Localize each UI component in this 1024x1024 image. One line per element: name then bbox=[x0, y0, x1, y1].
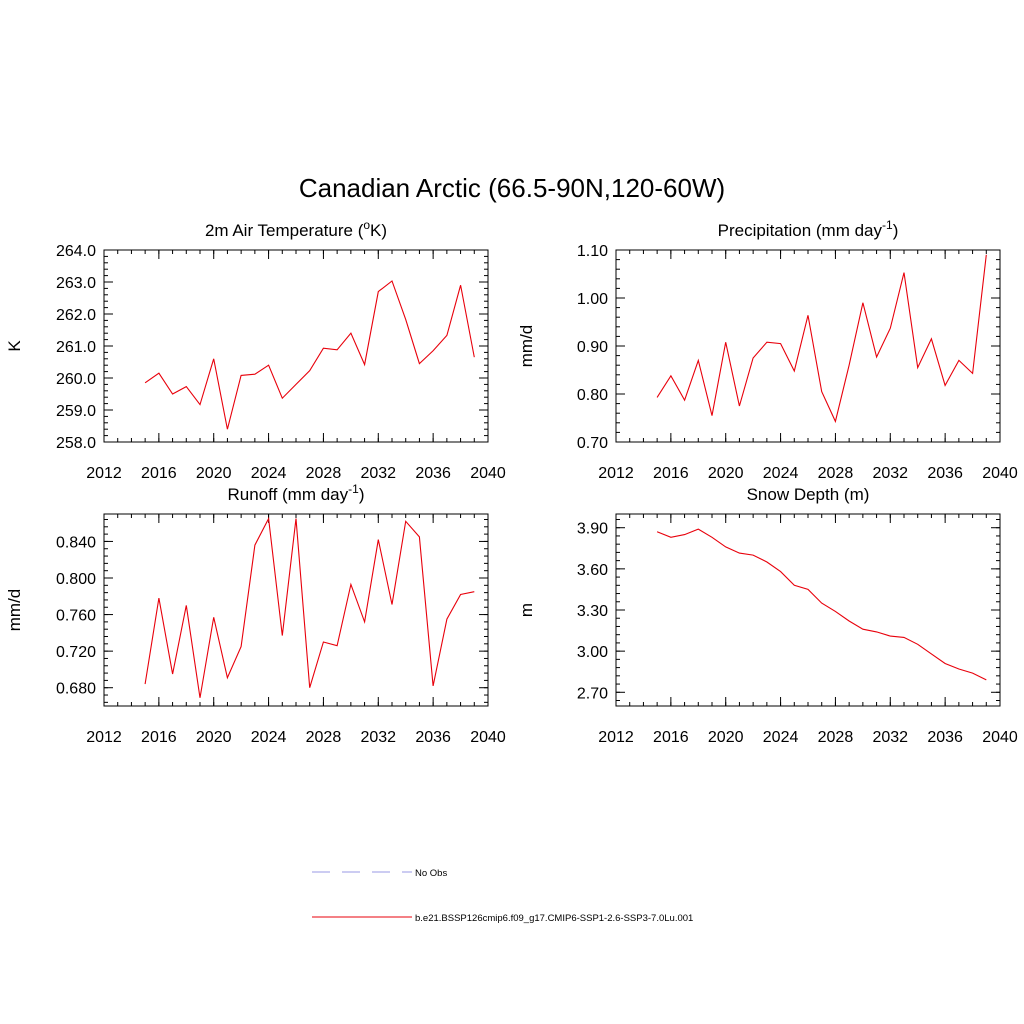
y-tick-label: 0.720 bbox=[56, 644, 96, 661]
x-tick-label: 2020 bbox=[196, 465, 232, 482]
series-line bbox=[144, 280, 475, 430]
y-axis-label: m bbox=[517, 603, 536, 617]
y-tick-label: 1.10 bbox=[577, 243, 608, 260]
y-tick-label: 0.800 bbox=[56, 571, 96, 588]
x-tick-label: 2016 bbox=[141, 729, 177, 746]
y-tick-label: 263.0 bbox=[56, 275, 96, 292]
y-tick-label: 3.30 bbox=[577, 603, 608, 620]
series-line bbox=[144, 516, 475, 698]
x-tick-label: 2028 bbox=[306, 729, 342, 746]
y-tick-label: 260.0 bbox=[56, 371, 96, 388]
x-tick-label: 2016 bbox=[141, 465, 177, 482]
x-tick-label: 2032 bbox=[872, 465, 908, 482]
y-tick-label: 0.760 bbox=[56, 608, 96, 625]
y-tick-label: 0.680 bbox=[56, 681, 96, 698]
x-tick-label: 2040 bbox=[982, 729, 1018, 746]
y-tick-label: 3.00 bbox=[577, 644, 608, 661]
legend: No Obs b.e21.BSSP126cmip6.f09_g17.CMIP6-S… bbox=[312, 868, 693, 924]
x-tick-label: 2028 bbox=[818, 729, 854, 746]
x-tick-label: 2036 bbox=[415, 729, 451, 746]
x-tick-label: 2012 bbox=[86, 729, 122, 746]
chart-panel-2: Precipitation (mm day-1) mm/d 2012 2016 2020… bbox=[517, 218, 1018, 482]
series-line bbox=[656, 528, 987, 681]
y-tick-label: 259.0 bbox=[56, 403, 96, 420]
x-tick-label: 2036 bbox=[927, 465, 963, 482]
x-tick-label: 2040 bbox=[982, 465, 1018, 482]
y-tick-label: 3.90 bbox=[577, 521, 608, 538]
y-tick-label: 0.70 bbox=[577, 435, 608, 452]
figure-title: Canadian Arctic (66.5-90N,120-60W) bbox=[299, 173, 725, 203]
y-axis-label: mm/d bbox=[5, 589, 24, 632]
x-tick-label: 2036 bbox=[415, 465, 451, 482]
y-tick-label: 3.60 bbox=[577, 562, 608, 579]
y-axis-label: mm/d bbox=[517, 325, 536, 368]
x-tick-label: 2040 bbox=[470, 729, 506, 746]
panel-title: Snow Depth (m) bbox=[747, 485, 870, 504]
y-tick-label: 0.90 bbox=[577, 339, 608, 356]
x-tick-label: 2020 bbox=[196, 729, 232, 746]
x-tick-label: 2028 bbox=[306, 465, 342, 482]
panel-title: 2m Air Temperature (oK) bbox=[205, 218, 387, 240]
x-tick-label: 2012 bbox=[598, 465, 634, 482]
x-tick-label: 2032 bbox=[360, 465, 396, 482]
y-tick-label: 258.0 bbox=[56, 435, 96, 452]
x-tick-label: 2024 bbox=[251, 729, 287, 746]
x-tick-label: 2024 bbox=[251, 465, 287, 482]
y-tick-label: 1.00 bbox=[577, 291, 608, 308]
legend-entry-2: b.e21.BSSP126cmip6.f09_g17.CMIP6-SSP1-2.… bbox=[312, 913, 693, 924]
y-tick-label: 261.0 bbox=[56, 339, 96, 356]
legend-entry-1: No Obs bbox=[312, 868, 447, 879]
panel-title: Runoff (mm day-1) bbox=[228, 482, 365, 504]
chart-panel-1: 2m Air Temperature (oK) K 2012 2016 2020 2024… bbox=[5, 218, 506, 482]
series-line bbox=[656, 254, 987, 424]
y-tick-label: 264.0 bbox=[56, 243, 96, 260]
x-tick-label: 2032 bbox=[360, 729, 396, 746]
x-tick-label: 2024 bbox=[763, 465, 799, 482]
x-tick-label: 2020 bbox=[708, 729, 744, 746]
x-tick-label: 2012 bbox=[86, 465, 122, 482]
x-tick-label: 2016 bbox=[653, 465, 689, 482]
x-tick-label: 2024 bbox=[763, 729, 799, 746]
x-tick-label: 2032 bbox=[872, 729, 908, 746]
y-tick-label: 0.840 bbox=[56, 534, 96, 551]
x-tick-label: 2016 bbox=[653, 729, 689, 746]
chart-panels: 2m Air Temperature (oK) K 2012 2016 2020 2024… bbox=[5, 218, 1018, 746]
x-tick-label: 2036 bbox=[927, 729, 963, 746]
chart-panel-3: Runoff (mm day-1) mm/d 2012 2016 2020 2024 202… bbox=[5, 482, 506, 746]
legend-label: b.e21.BSSP126cmip6.f09_g17.CMIP6-SSP1-2.… bbox=[415, 913, 693, 924]
y-tick-label: 2.70 bbox=[577, 685, 608, 702]
y-tick-label: 262.0 bbox=[56, 307, 96, 324]
x-tick-label: 2028 bbox=[818, 465, 854, 482]
chart-panel-4: Snow Depth (m) m 2012 2016 2020 2024 2028 2032 2… bbox=[517, 485, 1018, 746]
y-tick-label: 0.80 bbox=[577, 387, 608, 404]
x-tick-label: 2040 bbox=[470, 465, 506, 482]
panel-title: Precipitation (mm day-1) bbox=[718, 218, 899, 240]
x-tick-label: 2020 bbox=[708, 465, 744, 482]
legend-label: No Obs bbox=[415, 868, 447, 879]
y-axis-label: K bbox=[5, 340, 24, 352]
x-tick-label: 2012 bbox=[598, 729, 634, 746]
